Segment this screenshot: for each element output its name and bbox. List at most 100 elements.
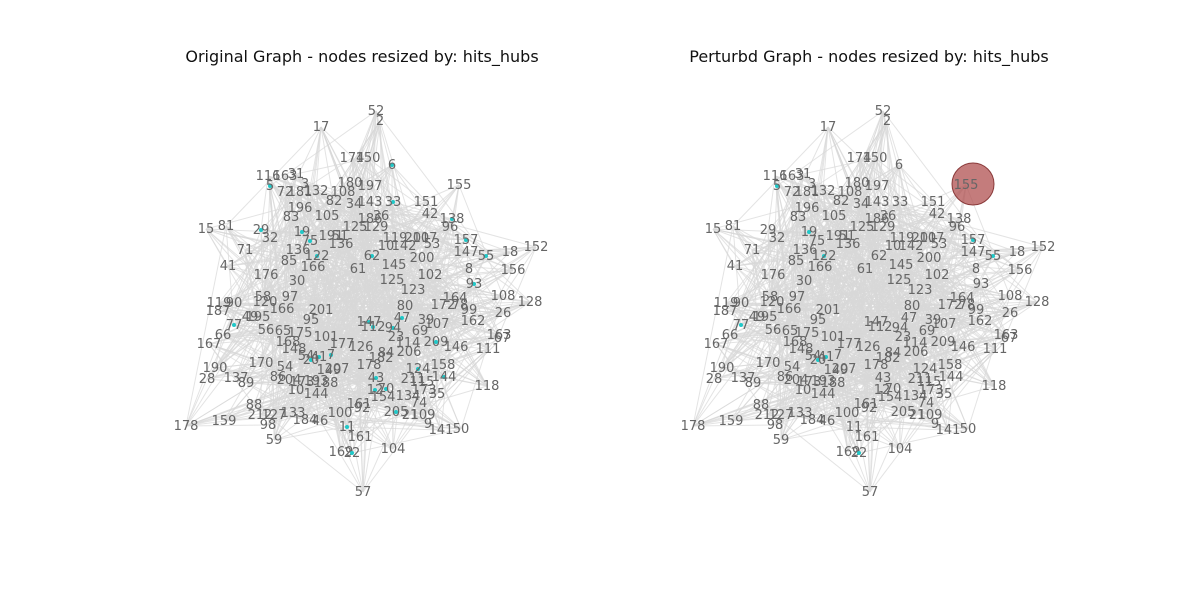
node-label: 157 xyxy=(454,233,479,248)
graph-edge xyxy=(817,319,839,356)
node-label: 9 xyxy=(424,417,432,432)
node-label: 116 xyxy=(763,169,788,184)
node-label: 108 xyxy=(998,289,1023,304)
graph-edge xyxy=(421,246,537,259)
node-label: 149 xyxy=(824,363,849,378)
graph-edge xyxy=(473,283,503,339)
node-label: 193 xyxy=(811,374,836,389)
graph-node xyxy=(350,451,354,455)
node-label: 159 xyxy=(719,414,744,429)
node-label: 12 xyxy=(367,383,384,398)
node-label: 188 xyxy=(821,376,846,391)
graph-edge xyxy=(351,364,444,454)
node-label: 162 xyxy=(968,314,993,329)
node-label: 92 xyxy=(861,401,878,416)
node-label: 122 xyxy=(812,249,837,264)
graph-edge xyxy=(273,355,307,416)
graph-edge xyxy=(771,249,806,303)
graph-edge xyxy=(692,377,884,427)
node-label: 66 xyxy=(722,328,739,343)
node-label: 111 xyxy=(983,342,1008,357)
node-label: 92 xyxy=(354,401,371,416)
node-label: 86 xyxy=(270,370,287,385)
graph-node xyxy=(370,254,374,258)
node-label: 195 xyxy=(246,310,271,325)
node-label: 114 xyxy=(396,336,421,351)
graph-edge xyxy=(267,246,537,426)
node-label: 180 xyxy=(338,176,363,191)
graph-edge xyxy=(185,231,303,427)
node-label: 136 xyxy=(329,237,354,252)
graph-edge xyxy=(375,110,487,257)
node-label: 42 xyxy=(929,207,946,222)
graph-edge xyxy=(715,343,931,416)
graph-edge xyxy=(797,216,889,359)
graph-edge xyxy=(866,396,891,438)
graph-node xyxy=(329,353,333,357)
graph-node xyxy=(816,358,820,362)
node-label: 84 xyxy=(378,346,395,361)
node-label: 136 xyxy=(286,243,311,258)
node-label: 162 xyxy=(461,314,486,329)
node-label: 126 xyxy=(349,340,374,355)
graph-edge xyxy=(359,226,451,438)
node-label: 136 xyxy=(836,237,861,252)
node-label: 67 xyxy=(1001,331,1018,346)
graph-edge xyxy=(692,225,734,427)
graph-edge xyxy=(817,359,871,493)
node-label: 141 xyxy=(936,423,961,438)
graph-edge xyxy=(267,175,425,391)
node-label: 7 xyxy=(834,348,842,363)
graph-node xyxy=(315,254,319,258)
graph-edge xyxy=(1005,246,1044,336)
graph-edge xyxy=(811,183,932,391)
node-label: 181 xyxy=(288,185,313,200)
node-label: 132 xyxy=(811,184,836,199)
node-label: 39 xyxy=(925,313,942,328)
node-label: 35 xyxy=(936,387,953,402)
node-label: 175 xyxy=(795,326,820,341)
node-label: 96 xyxy=(442,220,459,235)
graph-edge xyxy=(290,216,382,359)
graph-edge xyxy=(431,243,474,322)
node-label: 72 xyxy=(277,185,294,200)
node-label: 41 xyxy=(727,259,744,274)
graph-edge xyxy=(369,201,462,430)
node-label: 3 xyxy=(808,177,816,192)
graph-edge xyxy=(223,326,374,422)
node-label: 97 xyxy=(282,290,299,305)
graph-edge xyxy=(692,231,810,427)
graph-edge xyxy=(806,332,855,428)
graph-edge xyxy=(260,175,269,231)
graph-node xyxy=(775,184,779,188)
graph-edge xyxy=(869,245,912,493)
node-label: 56 xyxy=(258,323,275,338)
graph-node xyxy=(464,238,468,242)
graph-edge xyxy=(269,237,275,416)
graph-edge xyxy=(225,126,322,227)
node-label: 8 xyxy=(972,262,980,277)
node-label: 158 xyxy=(938,358,963,373)
graph-edge xyxy=(293,110,377,350)
graph-edge xyxy=(269,110,377,187)
node-label: 204 xyxy=(277,373,302,388)
graph-edge xyxy=(267,251,467,426)
graph-edge xyxy=(800,110,884,350)
graph-node xyxy=(450,217,454,221)
node-label: 81 xyxy=(725,219,742,234)
graph-edge xyxy=(961,297,1010,339)
node-label: 133 xyxy=(788,406,813,421)
node-label: 196 xyxy=(795,201,820,216)
graph-node xyxy=(391,200,395,204)
node-label: 41 xyxy=(311,350,328,365)
node-label: 207 xyxy=(832,362,857,377)
node-label: 82 xyxy=(833,194,850,209)
graph-edge xyxy=(780,355,814,441)
graph-edge xyxy=(772,329,871,493)
node-label: 176 xyxy=(761,268,786,283)
graph-edge xyxy=(715,343,870,409)
graph-edge xyxy=(799,412,813,421)
node-label: 107 xyxy=(932,317,957,332)
node-label: 164 xyxy=(950,291,975,306)
graph-edge xyxy=(822,190,860,454)
